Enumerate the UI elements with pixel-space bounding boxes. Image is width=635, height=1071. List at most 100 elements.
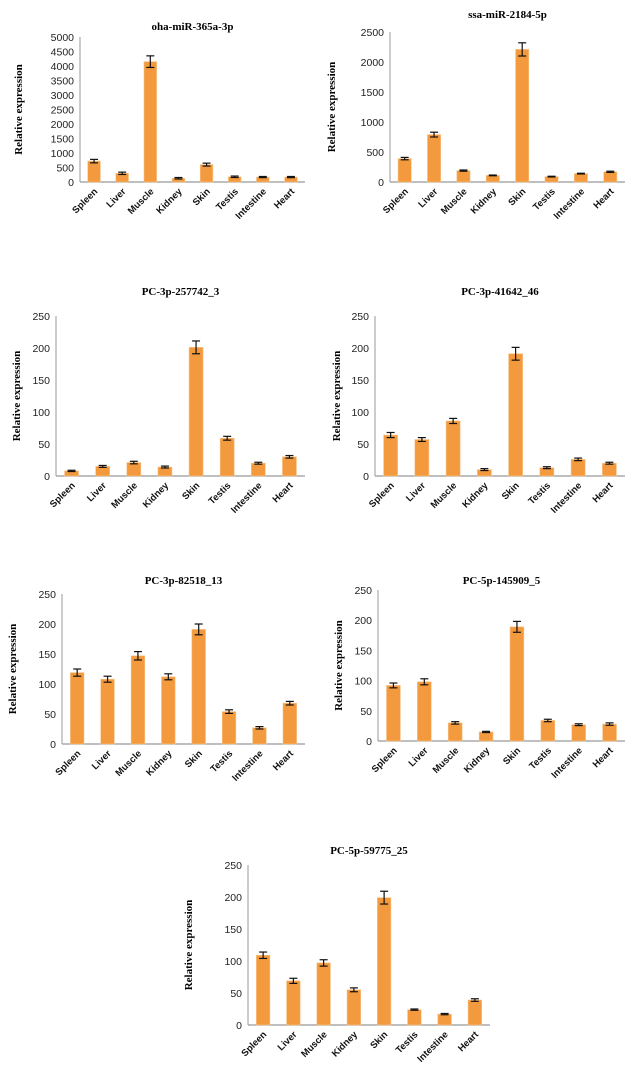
y-tick-label: 2000: [51, 119, 75, 131]
y-tick-label: 250: [351, 311, 369, 323]
bar-testis: [540, 720, 556, 742]
x-tick-label: Intestine: [234, 186, 269, 221]
chart-title: ssa-miR-2184-5p: [468, 9, 547, 21]
x-tick-label: Spleen: [48, 480, 78, 510]
y-tick-label: 150: [351, 375, 369, 387]
bar-testis: [221, 711, 237, 745]
bar-testis: [219, 437, 235, 477]
bar-skin: [515, 49, 530, 183]
bar-intestine: [252, 727, 267, 745]
y-tick-label: 200: [351, 343, 369, 355]
x-tick-label: Liver: [416, 186, 440, 210]
y-axis-label: Relative expression: [333, 620, 345, 711]
y-tick-label: 100: [32, 407, 50, 419]
y-tick-label: 3000: [51, 90, 75, 102]
y-tick-label: 200: [354, 615, 372, 627]
chart-7: PC-5p-59775_25 Relative expression 0 50 100 1…: [183, 845, 490, 1065]
error-bar: [98, 464, 107, 468]
error-bar: [512, 620, 521, 633]
x-tick-label: Muscle: [113, 748, 144, 779]
x-tick-label: Spleen: [367, 480, 397, 510]
y-tick-label: 250: [32, 311, 50, 323]
y-tick-label: 2500: [361, 27, 385, 39]
x-tick-label: Muscle: [429, 480, 460, 511]
x-tick-label: Heart: [271, 480, 297, 506]
bar-skin: [509, 626, 525, 742]
bar-muscle: [143, 61, 157, 183]
chart-6: PC-5p-145909_5 Relative expression 0 50 100 1…: [333, 575, 625, 781]
y-tick-label: 100: [354, 676, 372, 688]
error-bar: [482, 730, 491, 734]
error-bar: [133, 650, 142, 661]
y-tick-label: 50: [357, 439, 369, 451]
bar-heart: [602, 723, 617, 742]
x-tick-label: Skin: [180, 480, 202, 502]
bar-muscle: [445, 420, 461, 477]
y-tick-label: 0: [236, 1020, 242, 1032]
error-bar: [194, 623, 203, 636]
error-bar: [319, 959, 328, 967]
x-tick-label: Kidney: [154, 186, 185, 217]
x-tick-label: Intestine: [229, 480, 264, 515]
x-tick-label: Kidney: [144, 748, 175, 779]
y-tick-label: 50: [44, 709, 56, 721]
chart-title: PC-3p-82518_13: [145, 575, 223, 587]
error-bar: [90, 158, 99, 164]
x-tick-label: Heart: [591, 745, 617, 771]
y-tick-label: 0: [50, 739, 56, 751]
bar-liver: [100, 678, 115, 745]
y-tick-label: 200: [38, 619, 56, 631]
chart-title: oha-miR-365a-3p: [152, 21, 234, 33]
y-tick-label: 0: [363, 471, 369, 483]
y-tick-label: 100: [224, 956, 242, 968]
bar-heart: [282, 456, 297, 477]
bar-heart: [467, 999, 482, 1026]
chart-3: PC-3p-257742_3 Relative expression 0 50 100 1…: [11, 286, 305, 516]
chart-title: PC-5p-145909_5: [463, 575, 541, 587]
bar-intestine: [251, 462, 266, 477]
error-bar: [255, 725, 264, 730]
bar-skin: [191, 629, 206, 745]
bar-muscle: [130, 655, 146, 745]
x-tick-label: Heart: [591, 480, 617, 506]
error-bar: [449, 417, 458, 425]
error-bar: [230, 175, 239, 179]
chart-title: PC-5p-59775_25: [330, 845, 408, 857]
x-tick-label: Intestine: [549, 480, 584, 515]
y-tick-label: 0: [366, 736, 372, 748]
y-tick-label: 3500: [51, 76, 75, 88]
chart-1: oha-miR-365a-3p Relative expression 0 500 10…: [13, 21, 305, 222]
x-tick-label: Skin: [368, 1029, 390, 1051]
error-bar: [574, 457, 583, 462]
y-axis-label: Relative expression: [326, 62, 338, 153]
error-bar: [289, 977, 298, 985]
x-tick-label: Testis: [208, 748, 235, 775]
x-tick-label: Testis: [214, 186, 241, 213]
x-tick-label: Spleen: [70, 186, 100, 216]
error-bar: [259, 951, 268, 960]
y-tick-label: 100: [38, 679, 56, 691]
bar-muscle: [126, 462, 142, 477]
bar-liver: [417, 681, 432, 742]
y-tick-label: 100: [351, 407, 369, 419]
error-bar: [420, 678, 429, 686]
x-tick-label: Muscle: [109, 480, 140, 511]
x-tick-label: Skin: [183, 748, 205, 770]
x-tick-label: Muscle: [431, 745, 462, 776]
bar-muscle: [447, 722, 463, 742]
error-bar: [192, 340, 201, 355]
error-bar: [349, 987, 358, 993]
error-bar: [576, 172, 585, 175]
y-tick-label: 500: [366, 147, 384, 159]
x-tick-label: Heart: [591, 186, 617, 212]
error-bar: [470, 998, 479, 1002]
x-tick-label: Liver: [276, 1029, 300, 1053]
x-tick-label: Spleen: [381, 186, 411, 216]
y-tick-label: 250: [224, 860, 242, 872]
y-axis-label: Relative expression: [331, 351, 343, 442]
chart-title: PC-3p-41642_46: [461, 286, 539, 298]
bar-liver: [286, 980, 301, 1026]
x-tick-label: Testis: [394, 1029, 421, 1056]
